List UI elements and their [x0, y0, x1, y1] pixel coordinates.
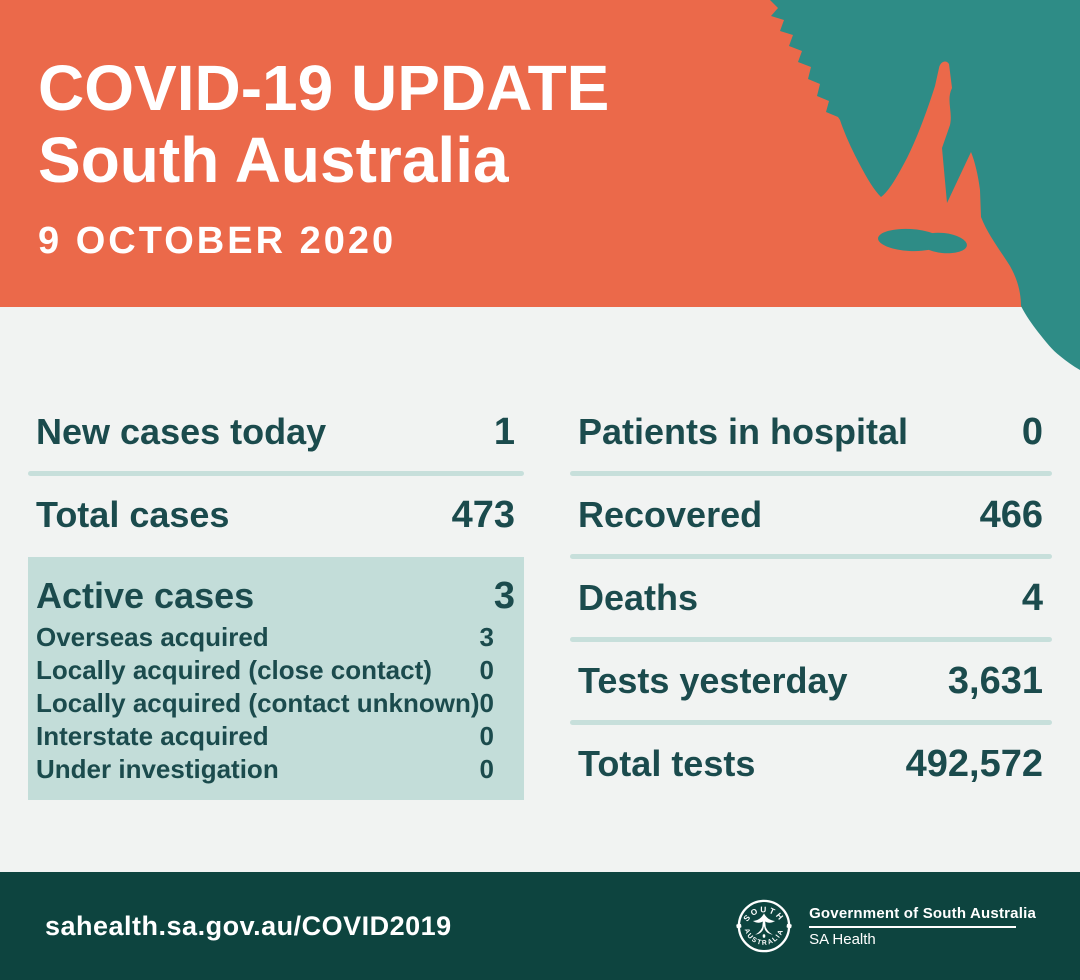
stat-value: 3	[493, 574, 515, 617]
divider	[570, 471, 1052, 476]
stat-label: Active cases	[36, 575, 255, 616]
stat-value: 473	[451, 493, 515, 536]
stat-label: Deaths	[578, 577, 699, 618]
breakdown-row-local-contact-unknown: Locally acquired (contact unknown) 0	[28, 687, 524, 720]
stat-label: Patients in hospital	[578, 411, 909, 452]
page-title-line1: COVID-19 UPDATE	[38, 52, 610, 124]
breakdown-label: Locally acquired (contact unknown)	[36, 688, 480, 718]
breakdown-label: Under investigation	[36, 754, 279, 784]
divider	[570, 637, 1052, 642]
stat-value: 4	[1021, 576, 1043, 619]
stat-row-deaths: Deaths 4	[570, 559, 1052, 637]
breakdown-value: 0	[479, 655, 494, 685]
piping-shrike-bird-icon	[752, 913, 776, 938]
breakdown-label: Locally acquired (close contact)	[36, 655, 432, 685]
stat-label: Total tests	[578, 743, 756, 784]
sea-shape	[770, 0, 1080, 370]
south-australia-logo-icon: SOUTH AUSTRALIA	[736, 899, 792, 953]
stat-row-new-cases: New cases today 1	[28, 393, 524, 471]
stat-label: Total cases	[36, 494, 230, 535]
breakdown-value: 3	[479, 622, 494, 652]
report-date: 9 OCTOBER 2020	[38, 220, 397, 262]
header-text-block: COVID-19 UPDATE South Australia 9 OCTOBE…	[38, 52, 609, 263]
stat-value: 3,631	[947, 659, 1043, 702]
breakdown-row-under-investigation: Under investigation 0	[28, 753, 524, 786]
breakdown-row-local-close-contact: Locally acquired (close contact) 0	[28, 654, 524, 687]
breakdown-value: 0	[479, 721, 494, 751]
stat-value: 466	[979, 493, 1043, 536]
divider	[570, 554, 1052, 559]
divider	[28, 471, 524, 476]
stat-label: New cases today	[36, 411, 327, 452]
divider	[570, 720, 1052, 725]
stat-row-total-cases: Total cases 473	[28, 476, 524, 554]
stat-row-hospital: Patients in hospital 0	[570, 393, 1052, 471]
breakdown-row-overseas: Overseas acquired 3	[28, 621, 524, 654]
stat-value: 492,572	[905, 742, 1043, 785]
stat-label: Recovered	[578, 494, 763, 535]
government-name: Government of South Australia	[809, 904, 1036, 922]
south-australia-coastline-map	[770, 0, 1080, 370]
footer-band: sahealth.sa.gov.au/COVID2019 SOUTH AUSTR…	[0, 872, 1080, 980]
stats-column-right: Patients in hospital 0 Recovered 466 Dea…	[570, 393, 1052, 803]
stat-row-active-cases: Active cases 3	[28, 571, 524, 621]
website-url: sahealth.sa.gov.au/COVID2019	[45, 910, 452, 941]
stat-row-tests-yesterday: Tests yesterday 3,631	[570, 642, 1052, 720]
stat-value: 0	[1021, 410, 1043, 453]
page-title: COVID-19 UPDATE South Australia	[38, 52, 609, 196]
breakdown-label: Interstate acquired	[36, 721, 269, 751]
page-title-line2: South Australia	[38, 124, 509, 196]
active-cases-box: Active cases 3 Overseas acquired 3 Local…	[28, 557, 524, 800]
breakdown-row-interstate: Interstate acquired 0	[28, 720, 524, 753]
stats-column-left: New cases today 1 Total cases 473 Active…	[28, 393, 524, 800]
breakdown-value: 0	[479, 754, 494, 784]
government-rule-line	[809, 925, 1017, 928]
strait-water-east	[919, 232, 967, 254]
stat-label: Tests yesterday	[578, 660, 848, 701]
stat-row-total-tests: Total tests 492,572	[570, 725, 1052, 803]
agency-name: SA Health	[809, 930, 876, 948]
stat-value: 1	[493, 410, 515, 453]
stat-row-recovered: Recovered 466	[570, 476, 1052, 554]
government-text-block: Government of South Australia SA Health	[809, 905, 1036, 948]
government-branding: SOUTH AUSTRALIA Government of South Aust…	[735, 897, 1036, 955]
breakdown-label: Overseas acquired	[36, 622, 269, 652]
breakdown-value: 0	[479, 688, 494, 718]
